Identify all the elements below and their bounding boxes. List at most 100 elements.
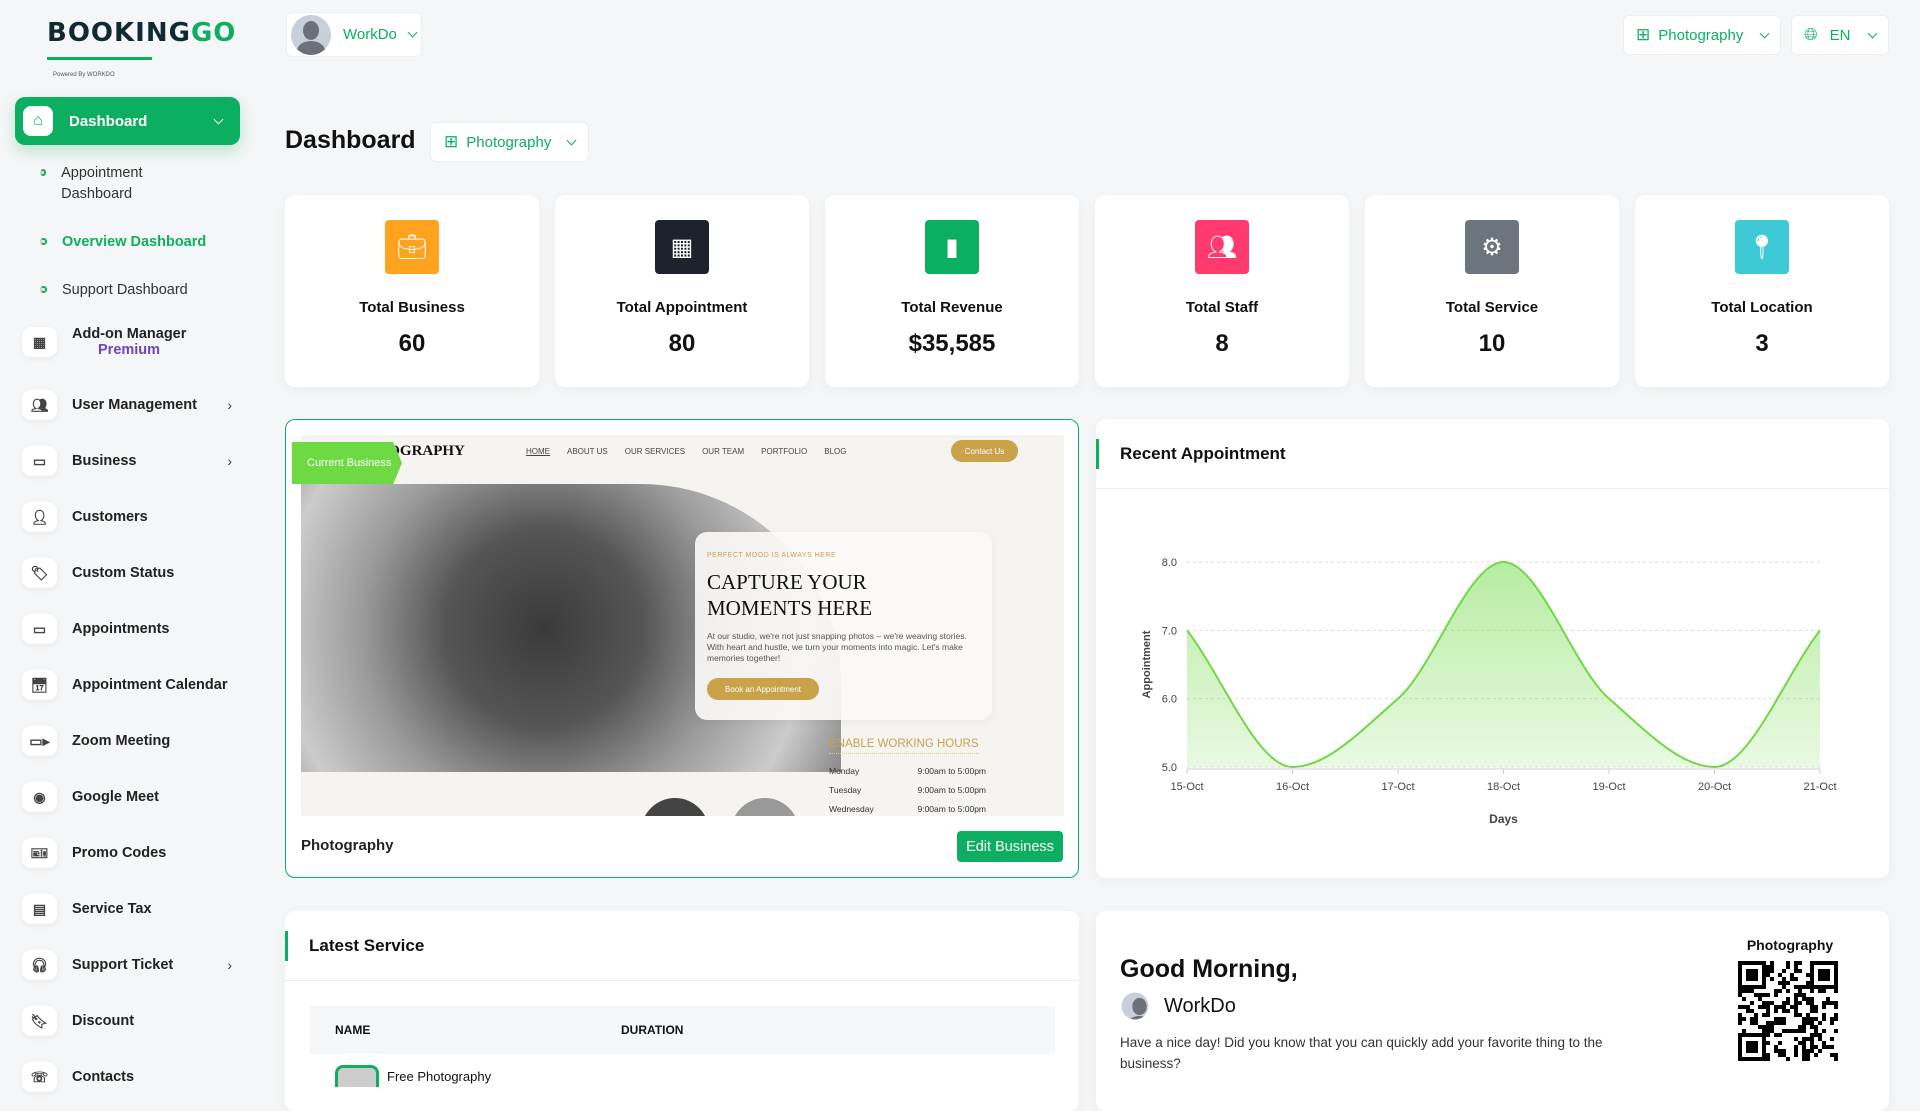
preview-hours-row: Monday 9:00am to 5:00pm [829,766,986,785]
qr-code[interactable] [1738,961,1838,1061]
sidebar-item-user-management[interactable]: 👥︎ User Management › [22,390,232,420]
sidebar-item-label: Add-on Manager [72,326,187,342]
table-row[interactable]: Free Photography [335,1065,491,1087]
chevron-right-icon: › [227,397,232,413]
y-tick-label: 5.0 [1162,762,1177,774]
chevron-down-icon [407,27,418,38]
latest-service-header: Latest Service [285,911,1079,981]
sidebar-item-customers[interactable]: 👤︎ Customers [22,502,232,532]
page-business-select-label: Photography [466,133,552,151]
chevron-down-icon [213,114,224,124]
stat-card: 👥︎ Total Staff 8 [1095,195,1349,387]
preview-hours-row: Wednesday 9:00am to 5:00pm [829,804,986,816]
preview-nav: HOME ABOUT US OUR SERVICES OUR TEAM PORTFOLI… [526,447,846,456]
sidebar-item-contacts[interactable]: ☏ Contacts [22,1062,232,1092]
recent-appointment-header: Recent Appointment [1096,419,1889,489]
stat-card: ⚙ Total Service 10 [1365,195,1619,387]
service-gear-icon: ⚙ [1465,220,1519,274]
x-tick-label: 15-Oct [1170,781,1203,793]
y-tick-label: 7.0 [1162,625,1177,637]
chevron-right-icon: › [227,453,232,469]
sidebar-item-addon-manager[interactable]: ▦ Add-on Manager Premium [22,326,232,358]
sidebar-item-appointments[interactable]: ▭ Appointments [22,614,232,644]
home-icon: ⌂ [23,106,53,136]
avatar [291,14,331,55]
preview-nav-item: ABOUT US [567,447,608,456]
sidebar-item-zoom-meeting[interactable]: ▭▸ Zoom Meeting [22,726,232,756]
apps-icon: ⊞ [1636,25,1651,44]
preview-hours-title: ENABLE WORKING HOURS [829,738,979,754]
current-business-ribbon: Current Business [292,442,402,484]
grid-icon: ▦ [22,327,57,357]
sidebar-item-label: User Management [72,397,197,413]
staff-icon: 👥︎ [1195,220,1249,274]
preview-thumb [641,798,709,816]
sidebar-item-promo-codes[interactable]: 🎫︎ Promo Codes [22,838,232,868]
logo-text-go: GO [190,18,237,48]
sidebar-item-discount[interactable]: 🔖︎ Discount [22,1006,232,1036]
sidebar-item-business[interactable]: ▭ Business › [22,446,232,476]
sidebar-item-google-meet[interactable]: ◉ Google Meet [22,782,232,812]
x-tick-label: 18-Oct [1487,781,1520,793]
language-select[interactable]: 🌐︎ EN [1791,15,1889,55]
preview-nav-item: BLOG [824,447,847,456]
ticket-icon: 🎫︎ [22,838,57,868]
premium-badge: Premium [98,342,161,358]
day: Wednesday [829,804,874,814]
stat-label: Total Revenue [901,299,1003,316]
time: 9:00am to 5:00pm [917,785,986,795]
chevron-down-icon [1759,28,1770,38]
sidebar-item-appointment-calendar[interactable]: 📅︎ Appointment Calendar [22,670,232,700]
sidebar-sub-appointment-dashboard[interactable]: Appointment Dashboard [40,163,170,205]
page-business-select[interactable]: ⊞ Photography [430,122,589,162]
qr-label: Photography [1746,937,1834,953]
preview-nav-item: PORTFOLIO [761,447,808,456]
business-select[interactable]: ⊞ Photography [1623,15,1781,55]
sidebar-item-custom-status[interactable]: 🏷︎ Custom Status [22,558,232,588]
greeting-title: Good Morning, [1120,955,1298,983]
stat-label: Total Service [1445,299,1539,316]
time: 9:00am to 5:00pm [917,804,986,814]
sub-label: Overview Dashboard [62,234,207,250]
user-icon: 👤︎ [22,502,57,532]
x-tick-label: 20-Oct [1698,781,1731,793]
stat-value: 3 [1755,330,1769,357]
user-dropdown[interactable]: WorkDo [286,12,422,57]
x-tick-label: 21-Oct [1803,781,1836,793]
sidebar-sub-support-dashboard[interactable]: Support Dashboard [40,280,188,301]
x-tick-label: 17-Oct [1381,781,1414,793]
calendar-clock-icon: ▦ [655,220,709,274]
x-axis-label: Days [1489,812,1518,826]
service-thumbnail [335,1065,379,1087]
day: Monday [829,766,860,776]
service-name: Free Photography [387,1068,492,1084]
preview-contact-button: Contact Us [951,440,1018,462]
sidebar-sub-overview-dashboard[interactable]: Overview Dashboard [40,232,206,253]
sidebar-item-service-tax[interactable]: ▤ Service Tax [22,894,232,924]
calendar-icon: 📅︎ [22,670,57,700]
sidebar-item-support-ticket[interactable]: 🎧︎ Support Ticket › [22,950,232,980]
sidebar-item-label: Customers [72,509,148,525]
greeting-text: Have a nice day! Did you know that you c… [1120,1035,1603,1071]
preview-book-button: Book an Appointment [707,678,819,700]
receipt-icon: ▤ [22,894,57,924]
column-name: NAME [335,1023,371,1037]
users-icon: 👥︎ [22,390,57,420]
briefcase-icon: 💼︎ [385,220,439,274]
preview-headline-2: MOMENTS HERE [707,596,873,620]
recent-appointment-card: Recent Appointment 5.0 6.0 7.0 8.0 15-Oct 16-… [1096,419,1889,878]
edit-business-button[interactable]: Edit Business [957,831,1063,862]
preview-hero-card: PERFECT MOOD IS ALWAYS HERE CAPTURE YOUR… [695,532,992,720]
sidebar-item-label: Appointment Calendar [72,677,228,693]
apps-icon: ⊞ [444,132,459,151]
sub-label: Support Dashboard [62,282,188,298]
sub-label: Appointment Dashboard [61,165,143,202]
language-label: EN [1829,26,1851,44]
business-preview[interactable]: PHOTOGRAPHY HOME ABOUT US OUR SERVICES OUR … [301,435,1064,816]
avatar [1121,992,1149,1020]
sidebar-item-dashboard[interactable]: ⌂ Dashboard [15,97,240,145]
stat-label: Total Business [359,299,465,316]
bullet-icon [40,286,47,293]
sidebar-item-label: Google Meet [72,789,160,805]
bullet-icon [40,169,47,176]
